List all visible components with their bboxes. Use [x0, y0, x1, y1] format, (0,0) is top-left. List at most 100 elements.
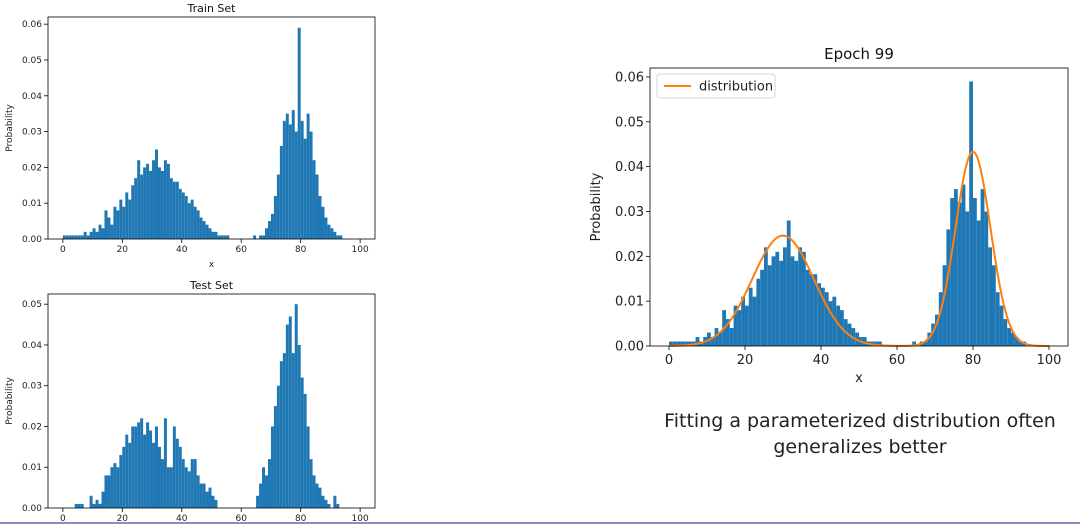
x-tick-label: 40 [176, 245, 188, 255]
histogram-bar [265, 228, 268, 239]
histogram-bar [184, 467, 188, 508]
test-title: Test Set [189, 279, 234, 292]
histogram-bar [68, 235, 72, 239]
histogram-bar [309, 459, 313, 508]
histogram-bar [122, 446, 126, 508]
histogram-bar [327, 224, 331, 239]
histogram-bar [187, 203, 191, 239]
y-tick-label: 0.01 [615, 295, 644, 310]
x-tick-label: 80 [965, 353, 982, 368]
histogram-bar [923, 341, 928, 346]
histogram-bar [282, 353, 286, 508]
histogram-bar [821, 287, 825, 346]
legend-label: distribution [699, 80, 773, 95]
histogram-bar [157, 167, 161, 239]
x-tick-label: 0 [60, 245, 66, 255]
histogram-bar [62, 235, 66, 239]
histogram-bar [336, 503, 340, 508]
histogram-bar [836, 305, 840, 346]
train-xlabel: x [209, 260, 215, 270]
histogram-bar [760, 269, 764, 346]
x-tick-label: 20 [737, 353, 754, 368]
histogram-bar [143, 167, 147, 239]
histogram-bar [181, 459, 185, 508]
histogram-bar [285, 324, 289, 508]
x-tick-label: 20 [117, 245, 129, 255]
histogram-bar [71, 235, 75, 239]
histogram-bar [214, 499, 218, 508]
histogram-bar [318, 487, 322, 508]
histogram-bar [152, 442, 156, 508]
histogram-bar [125, 192, 129, 239]
histogram-bar [169, 467, 173, 508]
histogram-bar [113, 463, 117, 508]
histogram-bar [110, 467, 114, 508]
histogram-bar [312, 475, 316, 508]
histogram-bar [163, 160, 167, 239]
histogram-bar [267, 221, 271, 239]
histogram-bar [107, 475, 111, 508]
histogram-bar [193, 206, 197, 239]
y-tick-label: 0.02 [22, 163, 42, 173]
y-tick-label: 0.04 [22, 92, 42, 102]
histogram-bar [306, 113, 310, 239]
histogram-bar [211, 495, 215, 508]
histogram-bar [680, 341, 685, 346]
histogram-bar [101, 228, 105, 239]
histogram-bar [764, 247, 768, 346]
slide-bottom-border [0, 522, 1080, 524]
x-tick-label: 80 [295, 514, 307, 524]
histogram-bar [122, 206, 126, 239]
histogram-bar [270, 213, 274, 239]
histogram-bar [282, 120, 286, 239]
histogram-bar [315, 483, 319, 508]
histogram-bar [262, 235, 266, 239]
histogram-bar [83, 231, 87, 239]
histogram-bar [107, 217, 111, 239]
histogram-bar [113, 206, 117, 239]
histogram-bar [878, 341, 882, 346]
histogram-bar [824, 292, 829, 346]
histogram-bar [946, 229, 951, 346]
histogram-bar [193, 459, 197, 508]
histogram-bar [128, 199, 132, 239]
train-axes-frame [47, 16, 376, 240]
histogram-bar [214, 231, 218, 239]
histogram-bar [175, 438, 179, 508]
histogram-bar [695, 337, 700, 346]
histogram-bar [166, 467, 170, 508]
histogram-bar [942, 265, 947, 346]
histogram-bar [832, 296, 837, 346]
histogram-bar [300, 377, 304, 508]
histogram-bar [973, 198, 977, 346]
histogram-bar [285, 113, 289, 239]
histogram-bar [333, 495, 337, 508]
histogram-bar [741, 296, 745, 346]
histogram-bar [783, 247, 787, 346]
histogram-bar [140, 174, 144, 239]
y-tick-label: 0.02 [615, 250, 644, 265]
histogram-bar [312, 160, 316, 239]
x-tick-label: 60 [236, 514, 248, 524]
y-tick-label: 0.00 [22, 235, 42, 245]
histogram-bar [688, 341, 692, 346]
y-tick-label: 0.01 [22, 199, 42, 209]
histogram-bar [672, 341, 677, 346]
y-tick-label: 0.04 [22, 341, 42, 351]
histogram-bar [315, 174, 319, 239]
histogram-bar [718, 332, 723, 346]
histogram-bar [160, 170, 164, 239]
histogram-bar [321, 495, 325, 508]
histogram-bar [181, 192, 185, 239]
histogram-bar [80, 235, 84, 239]
histogram-bar [1011, 332, 1015, 346]
histogram-bar [172, 426, 176, 508]
train-title: Train Set [187, 2, 237, 15]
histogram-bar [74, 503, 78, 508]
histogram-bar [253, 235, 257, 239]
histogram-bar [205, 224, 209, 239]
histogram-bar [790, 256, 795, 346]
histogram-bar [276, 174, 280, 239]
histogram-bar [676, 341, 681, 346]
histogram-bar [149, 170, 153, 239]
